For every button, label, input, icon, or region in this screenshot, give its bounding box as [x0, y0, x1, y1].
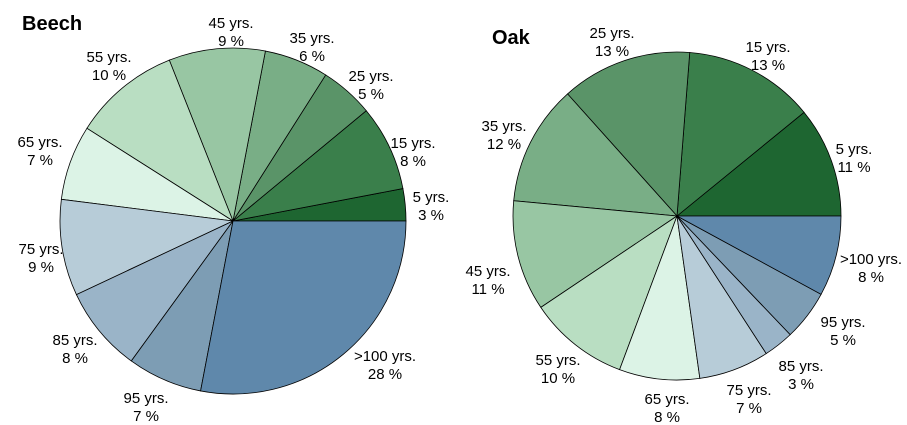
- beech-slice-label-0: 5 yrs. 3 %: [413, 189, 450, 224]
- beech-slice-age-label-1: 15 yrs.: [390, 135, 435, 152]
- beech-slice-age-label-5: 55 yrs.: [86, 49, 131, 66]
- oak-slice-1: [676, 52, 805, 217]
- oak-slice-label-0: 5 yrs. 11 %: [836, 141, 873, 176]
- oak-slice-age-label-9: 95 yrs.: [820, 314, 865, 331]
- beech-slice-percent-label-4: 9 %: [218, 33, 244, 50]
- beech-slice-label-9: 95 yrs. 7 %: [123, 390, 168, 425]
- beech-slice-percent-label-0: 3 %: [418, 207, 444, 224]
- oak-slice-percent-label-3: 12 %: [487, 136, 521, 153]
- oak-slice-label-1: 15 yrs. 13 %: [745, 39, 790, 74]
- beech-slice-label-3: 35 yrs. 6 %: [289, 30, 334, 65]
- oak-slice-label-8: 85 yrs. 3 %: [778, 358, 823, 393]
- oak-slice-percent-label-0: 11 %: [837, 159, 870, 176]
- beech-slice-4: [168, 47, 266, 223]
- beech-slice-percent-label-3: 6 %: [299, 48, 325, 65]
- beech-slice-age-label-4: 45 yrs.: [208, 15, 253, 32]
- beech-slice-label-5: 55 yrs. 10 %: [86, 49, 131, 84]
- oak-slice-label-3: 35 yrs. 12 %: [481, 118, 526, 153]
- beech-slice-label-8: 85 yrs. 8 %: [52, 332, 97, 367]
- beech-slice-percent-label-10: 28 %: [368, 366, 402, 383]
- oak-slice-age-label-1: 15 yrs.: [745, 39, 790, 56]
- oak-slice-label-9: 95 yrs. 5 %: [820, 314, 865, 349]
- oak-chart-title: Oak: [492, 27, 531, 49]
- beech-pie-chart: Beech 5 yrs. 3 %15 yrs. 8 %25 yrs. 5 %35 yr…: [17, 13, 449, 425]
- oak-slice-label-2: 25 yrs. 13 %: [589, 25, 634, 60]
- beech-slices: [59, 47, 407, 395]
- beech-slice-labels: 5 yrs. 3 %15 yrs. 8 %25 yrs. 5 %35 yrs. 6 %4…: [17, 15, 449, 425]
- oak-slice-percent-label-6: 8 %: [654, 409, 680, 425]
- oak-slices: [512, 51, 842, 381]
- oak-slice-age-label-3: 35 yrs.: [481, 118, 526, 135]
- beech-slice-label-6: 65 yrs. 7 %: [17, 134, 62, 169]
- oak-slice-label-6: 65 yrs. 8 %: [644, 391, 689, 425]
- oak-slice-3: [513, 93, 678, 217]
- beech-slice-percent-label-6: 7 %: [27, 152, 53, 169]
- beech-slice-age-label-6: 65 yrs.: [17, 134, 62, 151]
- oak-slice-label-7: 75 yrs. 7 %: [726, 382, 771, 417]
- oak-slice-age-label-6: 65 yrs.: [644, 391, 689, 408]
- oak-slice-0: [675, 111, 842, 217]
- beech-slice-percent-label-9: 7 %: [133, 408, 159, 425]
- oak-slice-percent-label-5: 10 %: [541, 370, 575, 387]
- oak-slice-age-label-2: 25 yrs.: [589, 25, 634, 42]
- beech-slice-label-4: 45 yrs. 9 %: [208, 15, 253, 50]
- beech-slice-age-label-3: 35 yrs.: [289, 30, 334, 47]
- oak-slice-age-label-4: 45 yrs.: [465, 263, 510, 280]
- oak-slice-age-label-8: 85 yrs.: [778, 358, 823, 375]
- beech-slice-percent-label-7: 9 %: [28, 259, 54, 276]
- oak-slice-percent-label-4: 11 %: [471, 281, 504, 298]
- oak-slice-age-label-0: 5 yrs.: [836, 141, 873, 158]
- oak-slice-4: [512, 200, 679, 308]
- beech-slice-percent-label-2: 5 %: [358, 86, 384, 103]
- beech-slice-10: [200, 220, 407, 395]
- beech-slice-percent-label-1: 8 %: [400, 153, 426, 170]
- beech-slice-label-7: 75 yrs. 9 %: [18, 241, 63, 276]
- oak-slice-age-label-10: >100 yrs.: [840, 251, 902, 268]
- beech-slice-age-label-7: 75 yrs.: [18, 241, 63, 258]
- oak-slice-label-10: >100 yrs. 8 %: [840, 251, 902, 286]
- beech-slice-label-1: 15 yrs. 8 %: [390, 135, 435, 170]
- oak-slice-label-4: 45 yrs. 11 %: [465, 263, 510, 298]
- beech-chart-title: Beech: [22, 13, 82, 35]
- oak-slice-label-5: 55 yrs. 10 %: [535, 352, 580, 387]
- oak-slice-age-label-5: 55 yrs.: [535, 352, 580, 369]
- oak-slice-percent-label-10: 8 %: [858, 269, 884, 286]
- beech-slice-percent-label-5: 10 %: [92, 67, 126, 84]
- oak-slice-percent-label-7: 7 %: [736, 400, 762, 417]
- beech-slice-label-10: >100 yrs. 28 %: [354, 348, 416, 383]
- oak-slice-10: [676, 215, 842, 295]
- beech-slice-percent-label-8: 8 %: [62, 350, 88, 367]
- beech-slice-label-2: 25 yrs. 5 %: [348, 68, 393, 103]
- oak-slice-age-label-7: 75 yrs.: [726, 382, 771, 399]
- oak-slice-percent-label-8: 3 %: [788, 376, 814, 393]
- beech-slice-age-label-9: 95 yrs.: [123, 390, 168, 407]
- beech-slice-age-label-8: 85 yrs.: [52, 332, 97, 349]
- beech-slice-7: [59, 198, 235, 296]
- oak-pie-chart: Oak 5 yrs. 11 %15 yrs. 13 %25 yrs. 13 %35 y…: [465, 25, 902, 425]
- oak-slice-5: [540, 214, 678, 371]
- oak-slice-percent-label-2: 13 %: [595, 43, 629, 60]
- beech-slice-5: [86, 59, 234, 222]
- beech-slice-age-label-10: >100 yrs.: [354, 348, 416, 365]
- oak-slice-percent-label-9: 5 %: [830, 332, 856, 349]
- beech-slice-age-label-2: 25 yrs.: [348, 68, 393, 85]
- oak-slice-labels: 5 yrs. 11 %15 yrs. 13 %25 yrs. 13 %35 yrs. 1…: [465, 25, 902, 425]
- beech-slice-age-label-0: 5 yrs.: [413, 189, 450, 206]
- oak-slice-percent-label-1: 13 %: [751, 57, 785, 74]
- oak-slice-2: [566, 51, 691, 217]
